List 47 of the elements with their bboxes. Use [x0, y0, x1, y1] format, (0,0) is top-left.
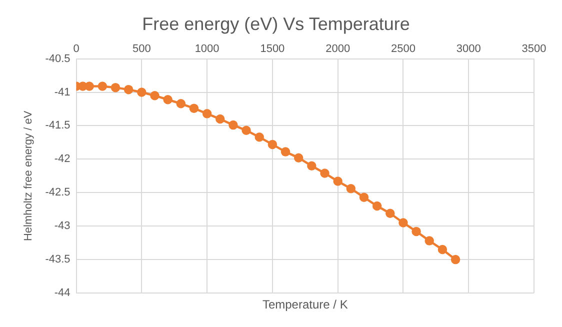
point: [268, 140, 278, 150]
y-tick-label: -41: [54, 86, 70, 98]
y-axis-title: Helmholtz free energy / eV: [22, 110, 35, 242]
y-tick-label: -43: [54, 220, 70, 232]
point: [450, 254, 460, 264]
point: [307, 161, 316, 170]
point: [372, 201, 382, 211]
point: [137, 88, 146, 97]
y-tick-label: -42: [54, 153, 70, 166]
point: [280, 147, 290, 156]
x-tick-label: 1500: [260, 43, 285, 56]
point: [333, 176, 342, 186]
x-axis-title: Temperature / K: [262, 297, 348, 312]
x-tick-label: 3000: [456, 43, 481, 56]
point: [163, 94, 172, 104]
point: [438, 244, 448, 254]
point: [398, 218, 408, 228]
point: [424, 236, 434, 246]
x-tick-label: 1000: [194, 43, 220, 56]
x-tick-label: 500: [132, 43, 151, 56]
y-tick-label: -43.5: [45, 254, 70, 266]
point: [386, 208, 395, 218]
y-tick-label: -42.5: [45, 186, 70, 199]
point: [98, 82, 108, 91]
point: [189, 104, 199, 113]
x-tick-label: 3500: [522, 43, 546, 56]
x-tick-label: 0: [73, 43, 80, 56]
point: [216, 114, 225, 124]
x-tick-label: 2000: [326, 43, 350, 56]
point: [359, 192, 369, 202]
point: [176, 99, 186, 108]
point: [202, 109, 212, 118]
x-tick-label: 2500: [390, 43, 416, 56]
point: [294, 153, 304, 162]
point: [228, 120, 238, 130]
point: [320, 168, 330, 178]
point: [346, 184, 356, 194]
y-tick-label: -40.5: [45, 52, 70, 65]
point: [254, 132, 264, 142]
point: [124, 84, 134, 94]
point: [242, 126, 251, 136]
y-tick-label: -44: [54, 287, 70, 300]
point: [110, 82, 120, 92]
point: [150, 90, 160, 100]
chart-title: Free energy (eV) Vs Temperature: [142, 14, 410, 34]
point: [412, 226, 421, 236]
y-tick-label: -41.5: [45, 120, 70, 132]
